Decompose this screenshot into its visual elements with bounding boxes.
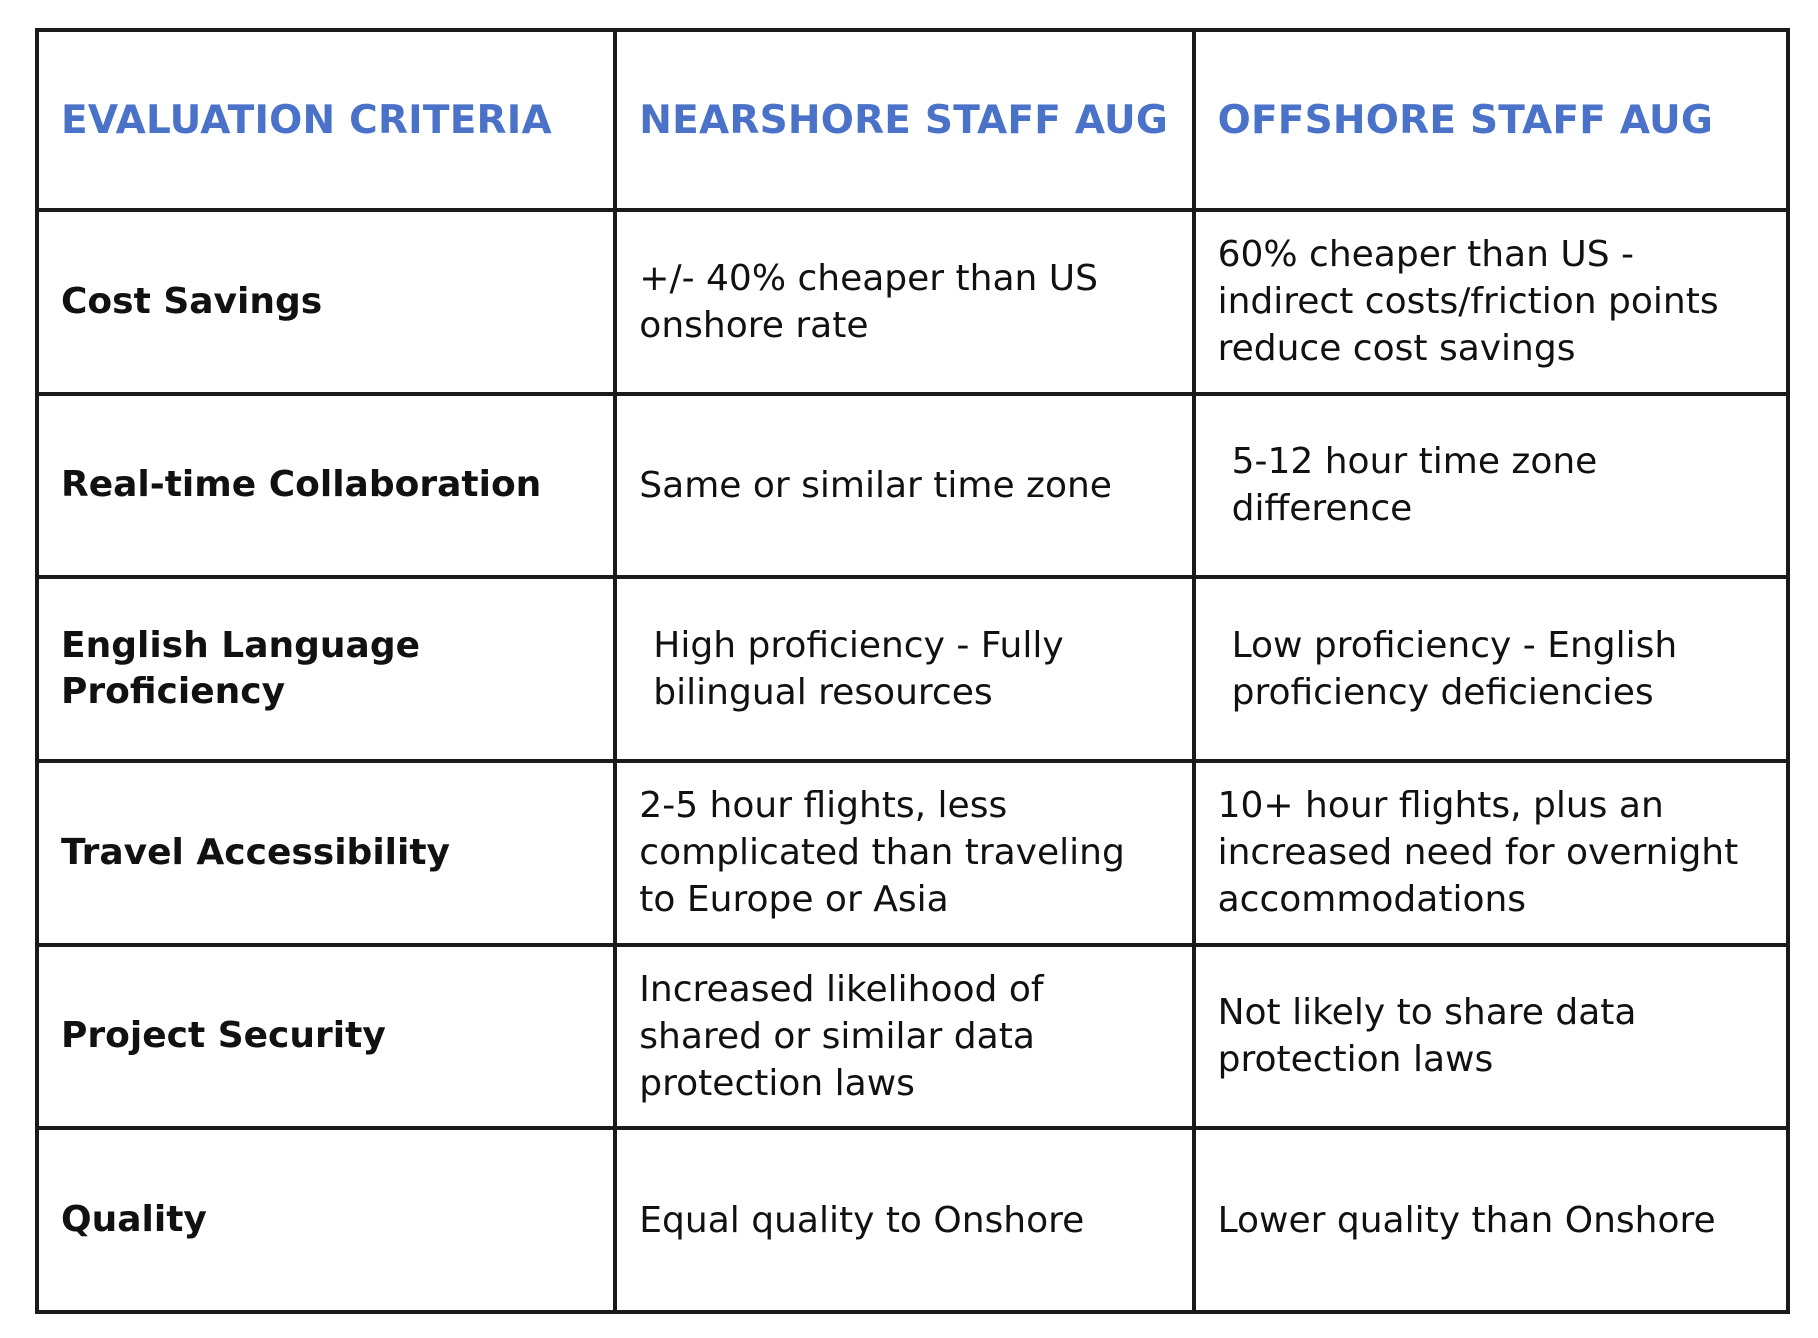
table-row: Quality Equal quality to Onshore Lower q…: [34, 1126, 1791, 1314]
nearshore-cell: Equal quality to Onshore: [613, 1126, 1196, 1314]
offshore-cell: Not likely to share data protection laws: [1191, 942, 1791, 1131]
criterion-cell: Cost Savings: [34, 208, 618, 396]
table-row: Travel Accessibility 2-5 hour flights, l…: [34, 758, 1791, 947]
criterion-cell: Project Security: [34, 942, 618, 1131]
criterion-cell: Quality: [34, 1126, 618, 1314]
table-row: Project Security Increased likelihood of…: [34, 942, 1791, 1131]
criterion-cell: Travel Accessibility: [34, 758, 618, 947]
table-row: Cost Savings +/- 40% cheaper than US ons…: [34, 208, 1791, 396]
nearshore-cell: Increased likelihood of shared or simila…: [613, 942, 1196, 1131]
criterion-cell: Real-time Collaboration: [34, 391, 618, 580]
offshore-cell: Low proficiency - English proficiency de…: [1191, 575, 1791, 763]
table-row: Real-time Collaboration Same or similar …: [34, 391, 1791, 580]
header-row: EVALUATION CRITERIA NEARSHORE STAFF AUG …: [34, 28, 1791, 212]
offshore-cell: 60% cheaper than US - indirect costs/fri…: [1191, 208, 1791, 396]
nearshore-cell: +/- 40% cheaper than US onshore rate: [613, 208, 1196, 396]
nearshore-cell: High proficiency - Fully bilingual resou…: [613, 575, 1196, 763]
offshore-cell: 10+ hour flights, plus an increased need…: [1191, 758, 1791, 947]
criterion-cell: English Language Proficiency: [34, 575, 618, 763]
table-row: English Language Proficiency High profic…: [34, 575, 1791, 763]
nearshore-cell: 2-5 hour flights, less complicated than …: [613, 758, 1196, 947]
header-evaluation-criteria: EVALUATION CRITERIA: [34, 28, 618, 212]
nearshore-cell: Same or similar time zone: [613, 391, 1196, 580]
comparison-table: EVALUATION CRITERIA NEARSHORE STAFF AUG …: [34, 28, 1791, 1314]
offshore-cell: 5-12 hour time zone difference: [1191, 391, 1791, 580]
header-offshore: OFFSHORE STAFF AUG: [1191, 28, 1791, 212]
header-nearshore: NEARSHORE STAFF AUG: [613, 28, 1196, 212]
offshore-cell: Lower quality than Onshore: [1191, 1126, 1791, 1314]
